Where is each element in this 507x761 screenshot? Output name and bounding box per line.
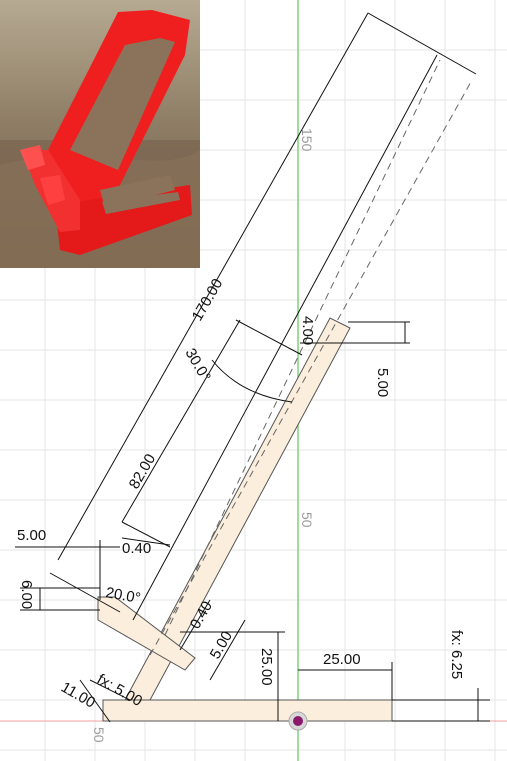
- dim-170-line[interactable]: [57, 12, 369, 561]
- angle-30-label[interactable]: 30.0°: [182, 346, 214, 385]
- dim-5-left-label[interactable]: 5.00: [17, 527, 46, 544]
- dim-20deg-label[interactable]: 20.0°: [104, 584, 142, 607]
- angle-30-arc[interactable]: [211, 359, 293, 403]
- axis-label-x50: 50: [91, 727, 107, 743]
- dim-6-label[interactable]: 6.00: [18, 580, 35, 609]
- dim-25-horiz-label[interactable]: 25.00: [323, 651, 361, 668]
- phone-stand-photo: [0, 0, 200, 268]
- dim-170-ext-top: [367, 12, 477, 75]
- back-support[interactable]: [124, 317, 351, 701]
- axis-label-y150: 150: [299, 128, 315, 152]
- dim-400-label[interactable]: 4.00: [299, 316, 316, 345]
- front-lip[interactable]: [97, 596, 196, 671]
- base-plate[interactable]: [102, 699, 393, 722]
- dim-040-mid-line[interactable]: [179, 599, 211, 651]
- axis-label-y50: 50: [299, 512, 315, 528]
- dim-82-line[interactable]: [121, 319, 241, 523]
- construction-line-inner[interactable]: [164, 59, 441, 636]
- dim-11-line[interactable]: [79, 679, 111, 723]
- dim-82-label[interactable]: 82.00: [126, 451, 159, 492]
- dim-11-label[interactable]: 11.00: [58, 679, 98, 712]
- dim-5-right-label[interactable]: 5.00: [374, 368, 391, 397]
- dim-040-top-label[interactable]: 0.40: [122, 540, 151, 557]
- dim-25-vert-label[interactable]: 25.00: [258, 648, 275, 686]
- dim-fx5-line[interactable]: [89, 679, 131, 701]
- dim-040-top-line[interactable]: [121, 537, 171, 546]
- dim-82-ext: [235, 319, 303, 356]
- dim-5-mid-line[interactable]: [209, 619, 246, 681]
- phone-plane-line[interactable]: [132, 54, 438, 621]
- dim-5-mid-label[interactable]: 5.00: [207, 628, 236, 662]
- dim-fx625-label[interactable]: fx: 6.25: [448, 630, 465, 679]
- reference-photo: [0, 0, 200, 268]
- construction-line-outer[interactable]: [149, 79, 473, 656]
- dim-82-ext-bottom: [121, 521, 171, 548]
- origin-point[interactable]: [293, 716, 303, 726]
- dim-170-ext-bottom: [49, 572, 121, 613]
